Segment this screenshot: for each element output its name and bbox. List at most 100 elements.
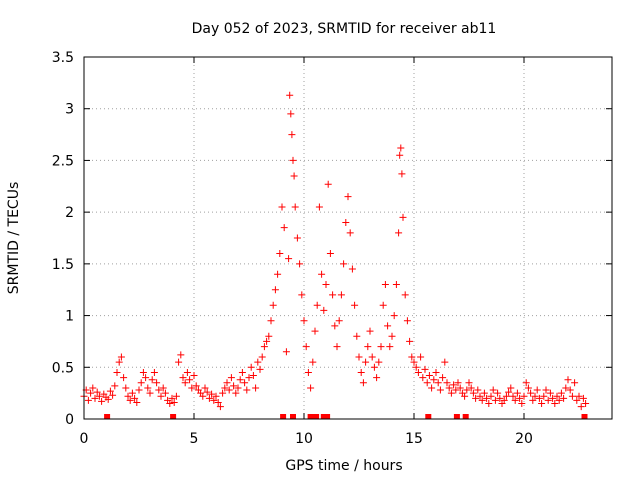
data-point [188,384,196,392]
y-tick-label: 0 [65,412,74,428]
data-point [219,389,227,397]
data-point [513,389,521,397]
data-point [485,399,493,407]
chart-title: Day 052 of 2023, SRMTID for receiver ab1… [192,21,497,37]
data-point-zero [581,414,588,419]
data-point [370,363,378,371]
data-point [406,337,414,345]
data-point [269,301,277,309]
data-point-zero [453,414,460,419]
data-point [133,398,141,406]
axis-ticks: 0 0.5 1 1.5 2 2.5 3 3.5 0 5 10 15 20 [52,50,612,447]
data-point [555,396,563,404]
data-point [375,358,383,366]
data-point [131,394,139,402]
data-point [496,394,504,402]
data-point [544,396,552,404]
data-point [414,368,422,376]
data-point [494,389,502,397]
data-point [395,229,403,237]
data-point [362,358,370,366]
data-point-zero [280,414,287,419]
x-tick-label: 10 [295,431,313,447]
data-point [386,343,394,351]
data-point [392,281,400,289]
data-point [520,392,528,400]
data-point [577,403,585,411]
data-point [126,396,134,404]
data-point [157,392,165,400]
data-point [254,358,262,366]
data-point [562,384,570,392]
x-tick-label: 0 [80,431,89,447]
data-point [293,234,301,242]
data-point [483,394,491,402]
data-point [309,358,317,366]
data-point [265,332,273,340]
data-point [153,379,161,387]
data-point [434,379,442,387]
data-point [368,353,376,361]
data-point-zero [320,414,327,419]
data-point [329,291,337,299]
data-point [227,374,235,382]
data-point [186,376,194,384]
x-tick-label: 15 [405,431,423,447]
data-point [150,368,158,376]
data-point [111,382,119,390]
data-point [190,372,198,380]
data-point [557,389,565,397]
data-point-zero [170,414,177,419]
data-point [340,260,348,268]
data-point [135,386,143,394]
data-point [291,203,299,211]
data-point [540,392,548,400]
data-point [120,374,128,382]
data-point [84,396,92,404]
data-point [524,384,532,392]
data-point [142,374,150,382]
data-point [390,312,398,320]
data-point [551,399,559,407]
data-point [252,384,260,392]
data-point [351,301,359,309]
data-point [95,392,103,400]
data-point [271,286,279,294]
data-point [535,394,543,402]
data-point [258,353,266,361]
data-point [104,395,112,403]
data-point [549,394,557,402]
data-point [346,229,354,237]
data-point [263,337,271,345]
data-point [278,203,286,211]
data-point [348,265,356,273]
data-point [397,144,405,152]
data-point [238,368,246,376]
data-point [423,379,431,387]
data-point [331,322,339,330]
data-point [286,91,294,99]
data-point [432,368,440,376]
data-point [445,384,453,392]
data-point [465,379,473,387]
data-point [522,379,530,387]
data-point [412,363,420,371]
data-point [366,327,374,335]
data-point [573,396,581,404]
y-tick-label: 0.5 [52,360,74,376]
y-tick-label: 1 [65,309,74,325]
data-point [243,386,251,394]
data-point [461,392,469,400]
data-point-zero [324,414,331,419]
y-tick-label: 2 [65,205,74,221]
data-point [491,396,499,404]
data-point [280,224,288,232]
data-point [425,372,433,380]
data-point [199,392,207,400]
data-point [288,131,296,139]
data-point [296,260,304,268]
data-point [408,353,416,361]
data-point [322,281,330,289]
data-point [122,384,130,392]
